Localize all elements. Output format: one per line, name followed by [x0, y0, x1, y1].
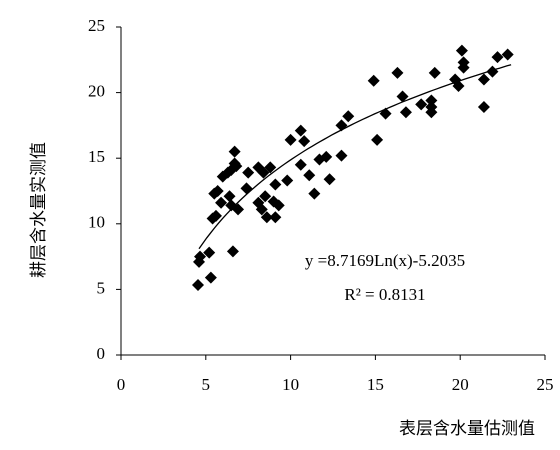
point — [308, 187, 321, 200]
y-tick-label: 25 — [88, 16, 105, 35]
x-tick-label: 15 — [367, 375, 384, 394]
point — [269, 178, 282, 191]
point — [391, 66, 404, 79]
point — [260, 211, 273, 224]
point — [294, 124, 307, 137]
trendline — [198, 64, 512, 250]
point — [399, 106, 412, 119]
point — [303, 169, 316, 182]
point — [209, 209, 222, 222]
y-tick-label: 20 — [88, 82, 105, 101]
point — [223, 190, 236, 203]
point — [428, 66, 441, 79]
x-tick-label: 10 — [282, 375, 299, 394]
y-tick-label: 15 — [88, 147, 105, 166]
point — [415, 98, 428, 111]
point — [425, 106, 438, 119]
point — [240, 182, 253, 195]
point — [425, 94, 438, 107]
point — [501, 48, 514, 61]
point — [228, 145, 241, 158]
point — [335, 149, 348, 162]
point — [230, 160, 243, 173]
point — [242, 166, 255, 179]
x-axis-label: 表层含水量估测值 — [399, 419, 535, 438]
point — [298, 135, 311, 148]
y-tick-label: 5 — [97, 278, 106, 297]
x-tick-label: 25 — [537, 375, 554, 394]
point — [264, 161, 277, 174]
point — [255, 203, 268, 216]
point — [191, 278, 204, 291]
y-tick-label: 0 — [97, 344, 106, 363]
point — [486, 65, 499, 78]
point — [193, 255, 206, 268]
point — [367, 74, 380, 87]
point — [257, 166, 270, 179]
y-axis-label: 耕层含水量实测值 — [29, 142, 48, 278]
point — [232, 203, 245, 216]
point — [320, 150, 333, 163]
point — [452, 80, 465, 93]
x-tick-label: 20 — [452, 375, 469, 394]
point — [455, 44, 468, 57]
point — [491, 51, 504, 64]
point — [211, 185, 224, 197]
point — [477, 73, 490, 86]
point — [342, 110, 355, 123]
point — [396, 90, 409, 103]
x-tick-label: 0 — [117, 375, 126, 394]
point — [477, 101, 490, 114]
point — [371, 133, 384, 146]
point — [294, 158, 307, 171]
point — [204, 271, 217, 284]
y-tick-label: 10 — [88, 213, 105, 232]
point — [259, 190, 272, 203]
point — [284, 133, 297, 146]
point — [457, 61, 470, 74]
point — [269, 211, 282, 224]
point — [323, 173, 336, 186]
point — [226, 245, 239, 258]
point — [203, 246, 216, 259]
trend-equation: y =8.7169Ln(x)-5.2035 — [305, 251, 465, 270]
point — [281, 174, 294, 187]
point — [272, 199, 285, 212]
x-tick-label: 5 — [202, 375, 211, 394]
r-squared: R² = 0.8131 — [344, 285, 425, 304]
point — [194, 250, 207, 263]
point — [215, 196, 228, 209]
